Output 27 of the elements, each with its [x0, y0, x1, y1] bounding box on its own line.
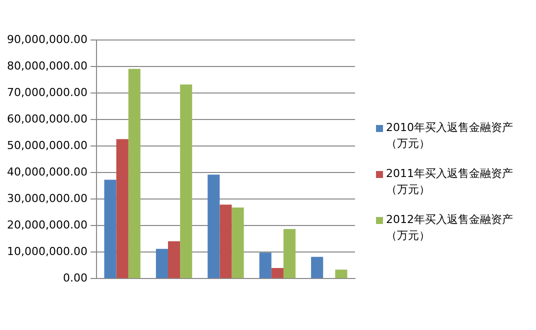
legend-label: 2010年买入返售金融资产（万元）	[386, 120, 514, 152]
bar	[335, 270, 348, 278]
y-tick-label: 50,000,000.00	[6, 138, 88, 152]
y-tick-label: 0.00	[62, 271, 88, 284]
y-tick-label: 70,000,000.00	[6, 86, 88, 99]
y-tick-label: 60,000,000.00	[6, 112, 88, 126]
bar	[168, 241, 180, 278]
bar	[259, 252, 272, 278]
legend-label: 2011年买入返售金融资产（万元）	[386, 166, 514, 198]
bar	[208, 174, 220, 278]
y-tick-label: 10,000,000.00	[6, 244, 88, 258]
y-tick-label: 80,000,000.00	[6, 59, 88, 72]
y-tick-label: 20,000,000.00	[6, 218, 88, 232]
legend-label: 2012年买入返售金融资产（万元）	[386, 212, 514, 244]
bar	[220, 204, 232, 278]
y-tick-label: 40,000,000.00	[6, 165, 88, 178]
y-tick-label: 90,000,000.00	[6, 32, 88, 46]
bar	[128, 68, 140, 278]
bar	[180, 84, 192, 278]
bar	[116, 139, 128, 278]
bar	[104, 180, 116, 278]
bar	[271, 268, 284, 278]
bar	[283, 229, 296, 278]
y-tick-label: 30,000,000.00	[6, 192, 88, 205]
bar	[232, 208, 244, 278]
bar	[311, 256, 324, 278]
bar	[156, 248, 168, 278]
